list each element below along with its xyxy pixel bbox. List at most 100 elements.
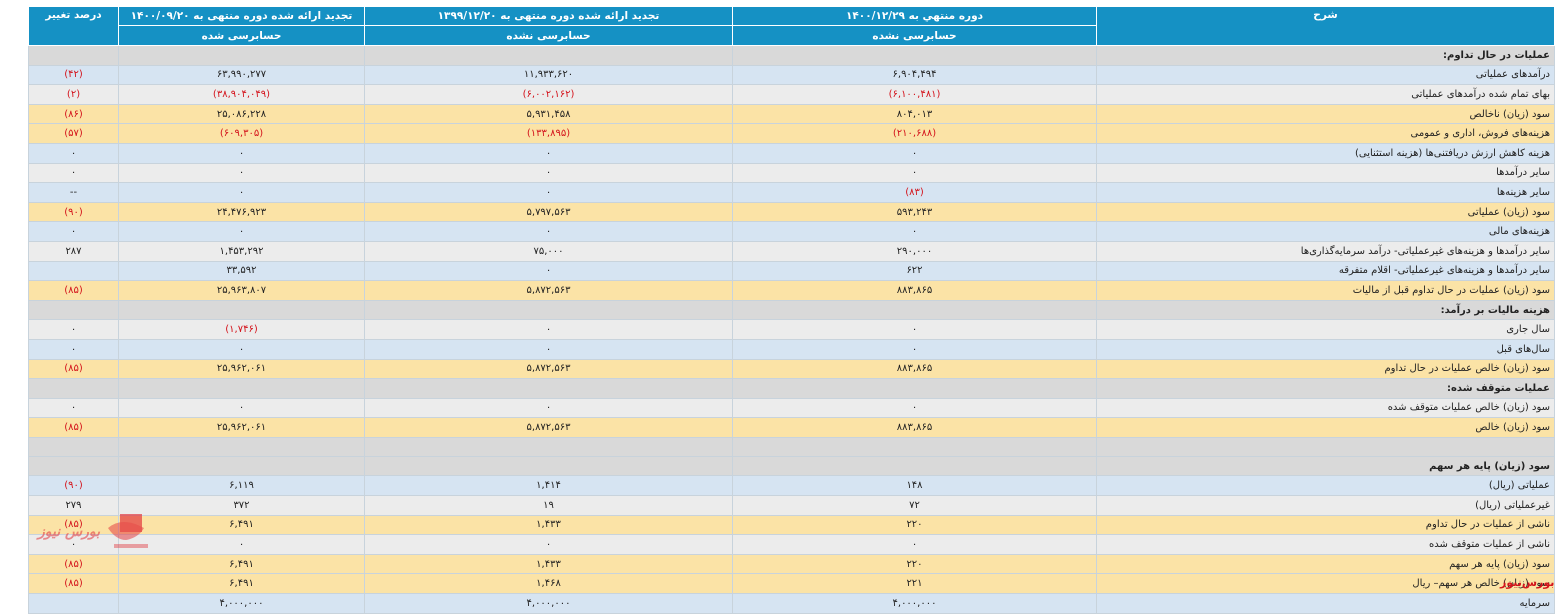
cell-p3: ۶۳,۹۹۰,۲۷۷ (118, 64, 365, 86)
cell-p2: ۷۵,۰۰۰ (364, 240, 733, 262)
cell-p3: ۰ (118, 182, 365, 203)
header-period-2-audit: حسابرسی نشده (364, 25, 733, 46)
table-row: سود (زیان) خالص هر سهم– ریال ۲۲۱ ۱,۴۶۸ ۶,۴۹… (28, 573, 1555, 595)
cell-percent-change: (۸۵) (28, 280, 119, 301)
cell-percent-change: (۵۷) (28, 123, 119, 144)
cell-p3: ۱,۴۵۳,۲۹۲ (118, 240, 365, 262)
row-description: عملیات متوقف شده: (1096, 378, 1555, 399)
row-description: هزینه‌های فروش، اداری و عمومی (1096, 123, 1555, 144)
cell-p2: (۱۳۳,۸۹۵) (364, 123, 733, 144)
row-description: درآمدهای عملیاتی (1096, 64, 1555, 86)
cell-p2 (364, 455, 733, 477)
cell-p1: ۴,۰۰۰,۰۰۰ (732, 593, 1097, 614)
section-header-row: هزینه مالیات بر درآمد: (28, 299, 1555, 321)
header-period-2: تجدید ارائه شده دوره منتهی به ۱۳۹۹/۱۲/۲۰ (364, 6, 733, 26)
row-description: ناشی از عملیات در حال تداوم (1096, 514, 1555, 536)
cell-p1 (732, 436, 1097, 457)
watermark-text: بورس نیوز (38, 524, 100, 540)
table-body: عملیات در حال تداوم: درآمدهای عملیاتی ۶,۹۰… (28, 45, 1555, 614)
cell-p2: ۱۹ (364, 495, 733, 516)
table-row: سایر درآمدها ۰ ۰ ۰ ۰ (28, 162, 1555, 184)
cell-p1: ۶,۹۰۴,۴۹۴ (732, 64, 1097, 86)
table-row: سایر درآمدها و هزینه‌های غیرعملیاتی- درآ… (28, 240, 1555, 262)
table-row: سود (زیان) عملیات در حال تداوم قبل از ما… (28, 280, 1555, 301)
table-row: هزینه کاهش ارزش دریافتنی‌ها (هزینه استثن… (28, 142, 1555, 164)
row-description: سود (زیان) پایه هر سهم (1096, 455, 1555, 477)
section-header-row: سود (زیان) پایه هر سهم (28, 455, 1555, 477)
cell-p3: ۳۳,۵۹۲ (118, 260, 365, 282)
row-description: سود (زیان) عملیاتی (1096, 201, 1555, 223)
row-description: سال جاری (1096, 319, 1555, 340)
cell-percent-change (28, 378, 119, 399)
cell-p2: ۴,۰۰۰,۰۰۰ (364, 593, 733, 614)
row-description: سایر درآمدها (1096, 162, 1555, 184)
table-row: هزینه‌های مالی ۰ ۰ ۰ ۰ (28, 221, 1555, 242)
header-period-3-audit: حسابرسی شده (118, 25, 365, 46)
cell-percent-change (28, 436, 119, 457)
cell-p1: ۰ (732, 142, 1097, 164)
cell-p3: ۰ (118, 162, 365, 184)
cell-p2: ۰ (364, 182, 733, 203)
cell-p1: ۶۲۲ (732, 260, 1097, 282)
cell-percent-change: ۰ (28, 534, 119, 555)
table-row: سال جاری ۰ ۰ (۱,۷۴۶) ۰ (28, 319, 1555, 340)
row-description: سود (زیان) پایه هر سهم (1096, 553, 1555, 575)
cell-p1 (732, 299, 1097, 321)
cell-p1: ۸۸۳,۸۶۵ (732, 358, 1097, 380)
cell-percent-change: (۸۵) (28, 573, 119, 595)
cell-percent-change: ۲۷۹ (28, 495, 119, 516)
cell-p2: ۵,۸۷۲,۵۶۳ (364, 280, 733, 301)
cell-percent-change (28, 260, 119, 282)
table-row: سود (زیان) خالص عملیات متوقف شده ۰ ۰ ۰ ۰ (28, 397, 1555, 419)
table-row: سود (زیان) خالص ۸۸۳,۸۶۵ ۵,۸۷۲,۵۶۳ ۲۵,۹۶۲,۰۶… (28, 417, 1555, 438)
table-row: سود (زیان) ناخالص ۸۰۴,۰۱۳ ۵,۹۳۱,۴۵۸ ۲۵,۰۸۶,… (28, 103, 1555, 125)
cell-percent-change: (۴۲) (28, 64, 119, 86)
cell-percent-change: ۰ (28, 319, 119, 340)
cell-p1 (732, 378, 1097, 399)
cell-p1: ۰ (732, 534, 1097, 555)
cell-p2: ۱۱,۹۳۳,۶۲۰ (364, 64, 733, 86)
cell-p1: ۲۲۰ (732, 514, 1097, 536)
cell-p3 (118, 378, 365, 399)
cell-p1: ۵۹۳,۲۴۳ (732, 201, 1097, 223)
cell-percent-change: (۲) (28, 84, 119, 105)
cell-p1: (۲۱۰,۶۸۸) (732, 123, 1097, 144)
cell-p2 (364, 45, 733, 66)
row-description: سرمایه (1096, 593, 1555, 614)
cell-p2: ۰ (364, 319, 733, 340)
cell-p1: ۸۰۴,۰۱۳ (732, 103, 1097, 125)
table-row: سود (زیان) خالص عملیات در حال تداوم ۸۸۳,۸… (28, 358, 1555, 380)
cell-p3: ۶,۱۱۹ (118, 475, 365, 497)
row-description: عملیات در حال تداوم: (1096, 45, 1555, 66)
cell-p3: ۶,۴۹۱ (118, 573, 365, 595)
cell-percent-change: ۰ (28, 221, 119, 242)
cell-p3: (۳۸,۹۰۴,۰۴۹) (118, 84, 365, 105)
cell-p1: ۲۲۱ (732, 573, 1097, 595)
cell-p1 (732, 45, 1097, 66)
cell-p3: ۰ (118, 397, 365, 419)
cell-p1: ۱۴۸ (732, 475, 1097, 497)
row-description (1096, 436, 1555, 457)
cell-percent-change: (۸۵) (28, 358, 119, 380)
header-period-1: دوره منتهي به ۱۴۰۰/۱۲/۲۹ (732, 6, 1097, 26)
cell-p2: ۱,۴۶۸ (364, 573, 733, 595)
cell-p1: ۰ (732, 162, 1097, 184)
cell-p2: (۶,۰۰۲,۱۶۲) (364, 84, 733, 105)
cell-percent-change (28, 45, 119, 66)
cell-p2 (364, 378, 733, 399)
cell-p3: ۶,۴۹۱ (118, 553, 365, 575)
cell-percent-change (28, 593, 119, 614)
header-period-3: تجدید ارائه شده دوره منتهی به ۱۴۰۰/۰۹/۲۰ (118, 6, 365, 26)
cell-p3: ۳۷۲ (118, 495, 365, 516)
cell-percent-change: ۰ (28, 162, 119, 184)
cell-p2: ۰ (364, 397, 733, 419)
cell-p1: ۰ (732, 319, 1097, 340)
cell-percent-change: (۸۶) (28, 103, 119, 125)
table-row: سال‌های قبل ۰ ۰ ۰ ۰ (28, 338, 1555, 360)
bourse-news-logo-icon (108, 514, 148, 548)
cell-percent-change (28, 455, 119, 477)
table-row: درآمدهای عملیاتی ۶,۹۰۴,۴۹۴ ۱۱,۹۳۳,۶۲۰ ۶۳,۹۹… (28, 64, 1555, 86)
row-description: سایر درآمدها و هزینه‌های غیرعملیاتی- اقل… (1096, 260, 1555, 282)
cell-p3: ۲۵,۹۶۳,۸۰۷ (118, 280, 365, 301)
row-description: سود (زیان) خالص عملیات در حال تداوم (1096, 358, 1555, 380)
